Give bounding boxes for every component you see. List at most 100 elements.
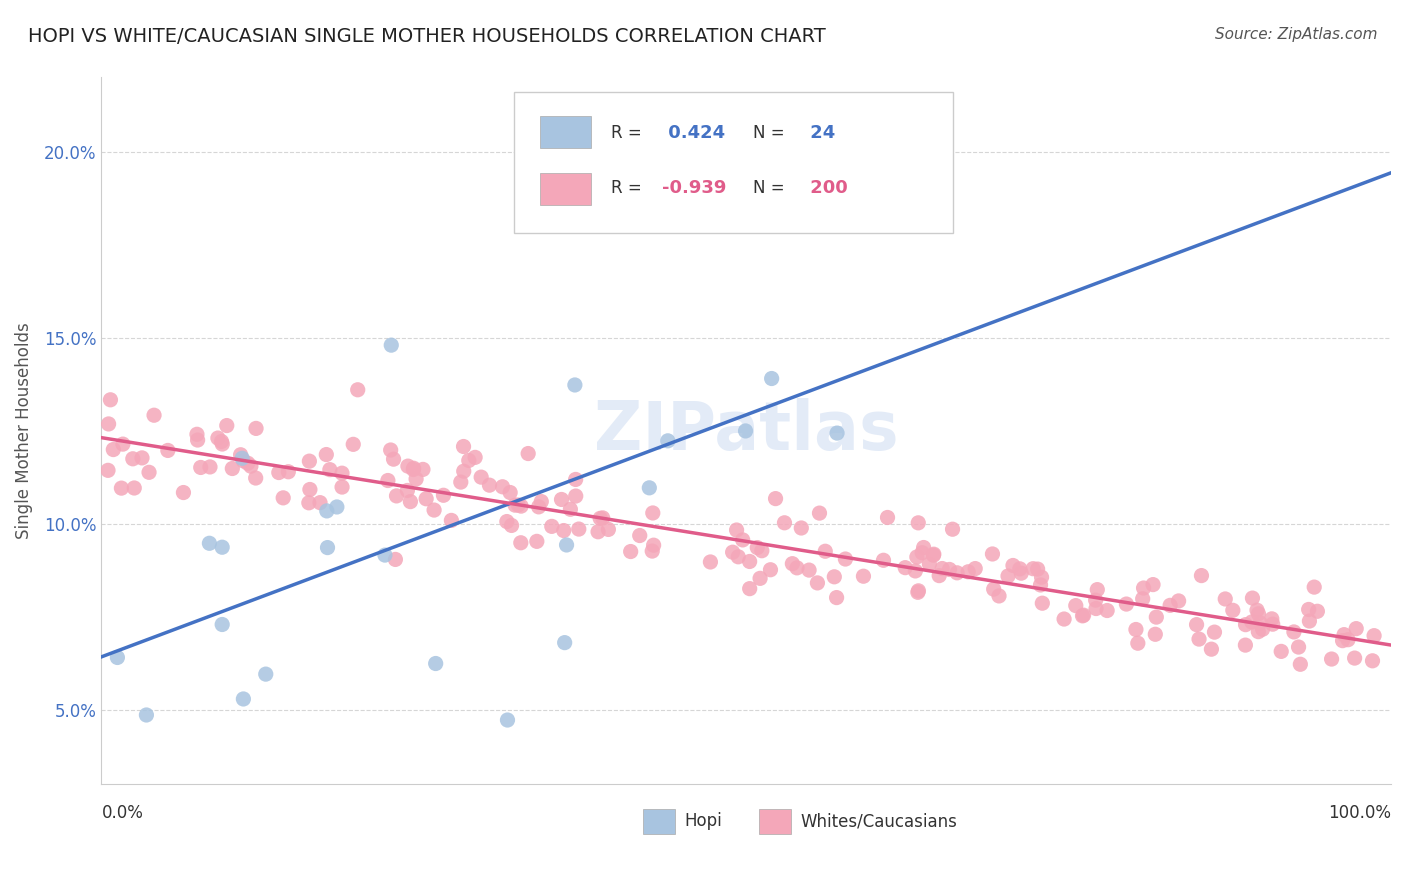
Point (110, 481, 132, 495)
Text: Hopi: Hopi (685, 812, 723, 830)
Point (425, 657, 447, 671)
Point (965, 561, 987, 575)
Point (911, 546, 934, 560)
Point (1167, 594, 1189, 608)
Point (384, 552, 406, 566)
Point (382, 452, 405, 467)
Point (239, 459, 262, 474)
Point (1071, 608, 1094, 623)
Point (415, 491, 437, 506)
Point (1126, 636, 1149, 650)
Point (814, 544, 837, 558)
Point (1234, 617, 1257, 632)
Point (564, 472, 586, 486)
Point (592, 511, 614, 525)
Point (1144, 627, 1167, 641)
Bar (540, 116, 592, 148)
Point (765, 491, 787, 506)
Point (215, 418, 238, 433)
Point (510, 499, 533, 513)
Text: 100.0%: 100.0% (1329, 804, 1391, 822)
Point (1282, 624, 1305, 639)
Point (1031, 596, 1053, 610)
Point (738, 554, 761, 568)
Point (1249, 615, 1271, 630)
Text: R =: R = (610, 124, 647, 142)
Point (254, 667, 277, 681)
Point (399, 494, 422, 508)
Point (526, 534, 548, 549)
Point (747, 541, 769, 555)
Point (232, 454, 254, 468)
Point (907, 583, 929, 598)
Point (380, 442, 402, 457)
Point (1010, 566, 1032, 581)
Text: 24: 24 (804, 124, 835, 142)
Point (628, 528, 651, 542)
Point (330, 466, 353, 480)
Point (402, 461, 425, 475)
Point (198, 459, 221, 474)
Point (396, 459, 419, 474)
Point (734, 424, 756, 438)
Point (1204, 625, 1226, 640)
Point (721, 545, 744, 559)
Point (540, 519, 562, 533)
Point (172, 485, 194, 500)
Point (198, 536, 221, 550)
Y-axis label: Single Mother Households: Single Mother Households (15, 323, 32, 540)
Point (1288, 640, 1310, 654)
Point (135, 708, 157, 723)
Point (1213, 591, 1236, 606)
Point (643, 538, 665, 552)
Point (938, 562, 960, 576)
Point (641, 544, 664, 558)
Point (1191, 568, 1213, 582)
Point (207, 431, 229, 445)
Point (876, 510, 898, 524)
Point (1346, 622, 1368, 636)
Point (1132, 591, 1154, 606)
Point (1053, 612, 1076, 626)
Point (423, 503, 446, 517)
Point (1333, 627, 1355, 641)
Point (773, 516, 796, 530)
Point (731, 533, 754, 547)
Point (823, 570, 845, 584)
Point (1298, 602, 1320, 616)
Point (1085, 601, 1108, 615)
Point (380, 338, 402, 352)
Point (267, 466, 290, 480)
Point (1251, 622, 1274, 636)
Point (1337, 632, 1360, 647)
Point (560, 502, 582, 516)
Point (1240, 615, 1263, 629)
Point (97, 417, 120, 431)
FancyBboxPatch shape (515, 92, 952, 233)
Point (342, 437, 364, 451)
Point (309, 496, 332, 510)
Point (997, 569, 1019, 583)
Point (499, 485, 522, 500)
Point (478, 478, 501, 492)
Text: ZIPatlas: ZIPatlas (593, 398, 898, 464)
Point (1261, 617, 1284, 632)
Point (319, 463, 342, 477)
Point (834, 552, 856, 566)
Point (928, 568, 950, 582)
Point (1008, 562, 1031, 576)
Point (470, 470, 492, 484)
Point (509, 535, 531, 549)
Point (568, 522, 591, 536)
Point (894, 560, 917, 574)
Point (231, 451, 253, 466)
Point (1343, 651, 1365, 665)
Point (912, 541, 935, 555)
Point (1125, 623, 1147, 637)
Point (806, 575, 828, 590)
Point (298, 496, 321, 510)
Point (453, 440, 475, 454)
Text: 200: 200 (804, 179, 848, 197)
Point (530, 494, 553, 508)
Point (751, 543, 773, 558)
